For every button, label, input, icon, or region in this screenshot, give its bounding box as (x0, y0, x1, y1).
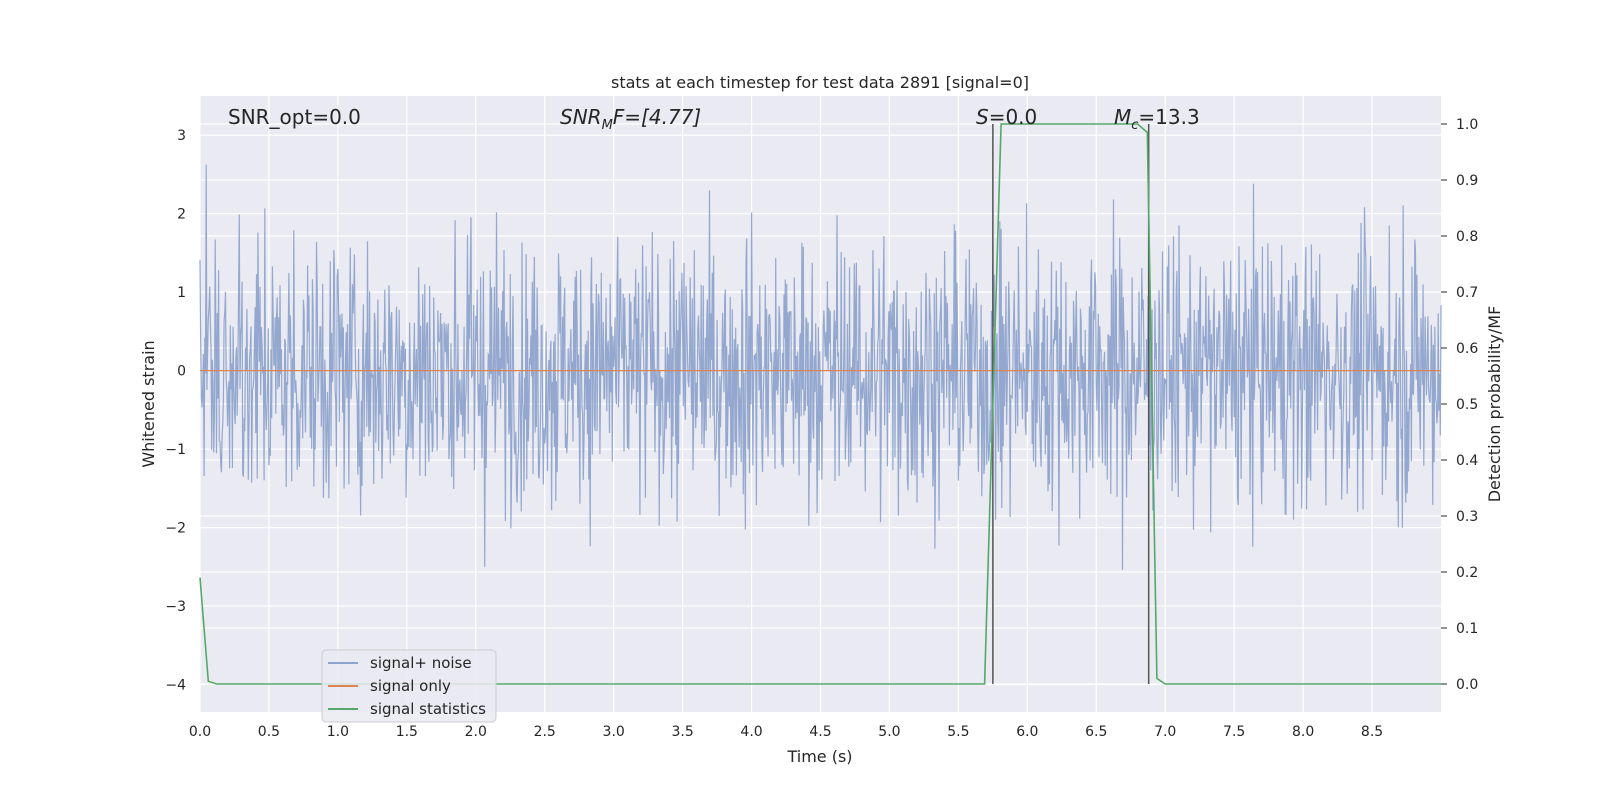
x-tick-label: 0.0 (189, 724, 211, 740)
y-tick-label-right: 1.0 (1456, 117, 1478, 133)
y-tick-label-right: 0.6 (1456, 341, 1478, 357)
annotation-snr-mf-main: SNR (560, 105, 602, 129)
legend-label-signal-statistics: signal statistics (370, 700, 486, 718)
signal-statistics-line (199, 123, 1441, 685)
y-tick-label-left: −2 (165, 521, 186, 537)
x-tick-label: 4.0 (740, 724, 762, 740)
x-tick-label: 5.5 (947, 724, 969, 740)
signal-statistics-series (199, 123, 1441, 685)
x-tick-label: 6.0 (1016, 724, 1038, 740)
y-tick-label-left: 1 (177, 285, 186, 301)
x-tick-label: 3.0 (603, 724, 625, 740)
y-tick-label-left: −1 (165, 442, 186, 458)
x-tick-label: 1.0 (327, 724, 349, 740)
annotation-snr-mf: SNRMF=[4.77] (560, 105, 701, 133)
annotation-s-rest: =0.0 (989, 105, 1038, 129)
x-tick-label: 2.5 (534, 724, 556, 740)
y-tick-label-left: 2 (177, 207, 186, 223)
x-tick-label: 2.0 (465, 724, 487, 740)
y-tick-label-left: −4 (165, 678, 186, 694)
x-tick-label: 8.0 (1292, 724, 1314, 740)
y-tick-label-right: 0.7 (1456, 285, 1478, 301)
y-tick-label-right: 0.8 (1456, 229, 1478, 245)
y-tick-label-right: 0.0 (1456, 677, 1478, 693)
x-tick-label: 3.5 (671, 724, 693, 740)
y-tick-label-left: 3 (177, 128, 186, 144)
tick-labels: 0.0 0.5 1.0 1.5 2.0 2.5 3.0 3.5 4.0 4.5 5.0 5.5 6.0 6… (165, 117, 1478, 740)
x-tick-label: 8.5 (1361, 724, 1383, 740)
annotation-s-main: S (976, 105, 989, 129)
annotation-mc: Mc=13.3 (1114, 105, 1200, 133)
x-tick-label: 7.0 (1154, 724, 1176, 740)
x-tick-label: 5.0 (878, 724, 900, 740)
y-axis-label-left: Whitened strain (139, 340, 158, 467)
y-tick-label-right: 0.5 (1456, 397, 1478, 413)
annotation-mc-sub: c (1131, 118, 1138, 133)
y-tick-label-right: 0.3 (1456, 509, 1478, 525)
y-tick-label-right: 0.9 (1456, 173, 1478, 189)
legend: signal+ noise signal only signal statist… (321, 649, 497, 723)
annotation-snr-mf-sub: M (602, 118, 613, 133)
signal-noise-line (199, 164, 1442, 570)
y-tick-label-right: 0.1 (1456, 621, 1478, 637)
x-tick-label: 4.5 (809, 724, 831, 740)
annotation-snr-mf-rest: F=[4.77] (613, 105, 701, 129)
legend-box (321, 649, 497, 723)
y-tick-label-left: 0 (177, 364, 186, 380)
signal-noise-series (199, 164, 1442, 570)
annotation-s: S=0.0 (976, 105, 1037, 129)
annotation-mc-main: M (1114, 105, 1131, 129)
annotation-mc-rest: =13.3 (1138, 105, 1199, 129)
x-tick-label: 0.5 (258, 724, 280, 740)
annotation-snr-opt: SNR_opt=0.0 (228, 105, 361, 129)
x-tick-label: 6.5 (1085, 724, 1107, 740)
y-tick-label-right: 0.2 (1456, 565, 1478, 581)
chart-title: stats at each timestep for test data 289… (611, 73, 1029, 92)
y-tick-label-left: −3 (165, 599, 186, 615)
x-tick-label: 7.5 (1223, 724, 1245, 740)
y-tick-label-right: 0.4 (1456, 453, 1478, 469)
y-axis-label-right: Detection probability/MF (1485, 306, 1504, 503)
legend-label-signal-noise: signal+ noise (370, 654, 472, 672)
legend-label-signal-only: signal only (370, 677, 451, 695)
x-tick-label: 1.5 (396, 724, 418, 740)
x-axis-label: Time (s) (786, 747, 852, 766)
